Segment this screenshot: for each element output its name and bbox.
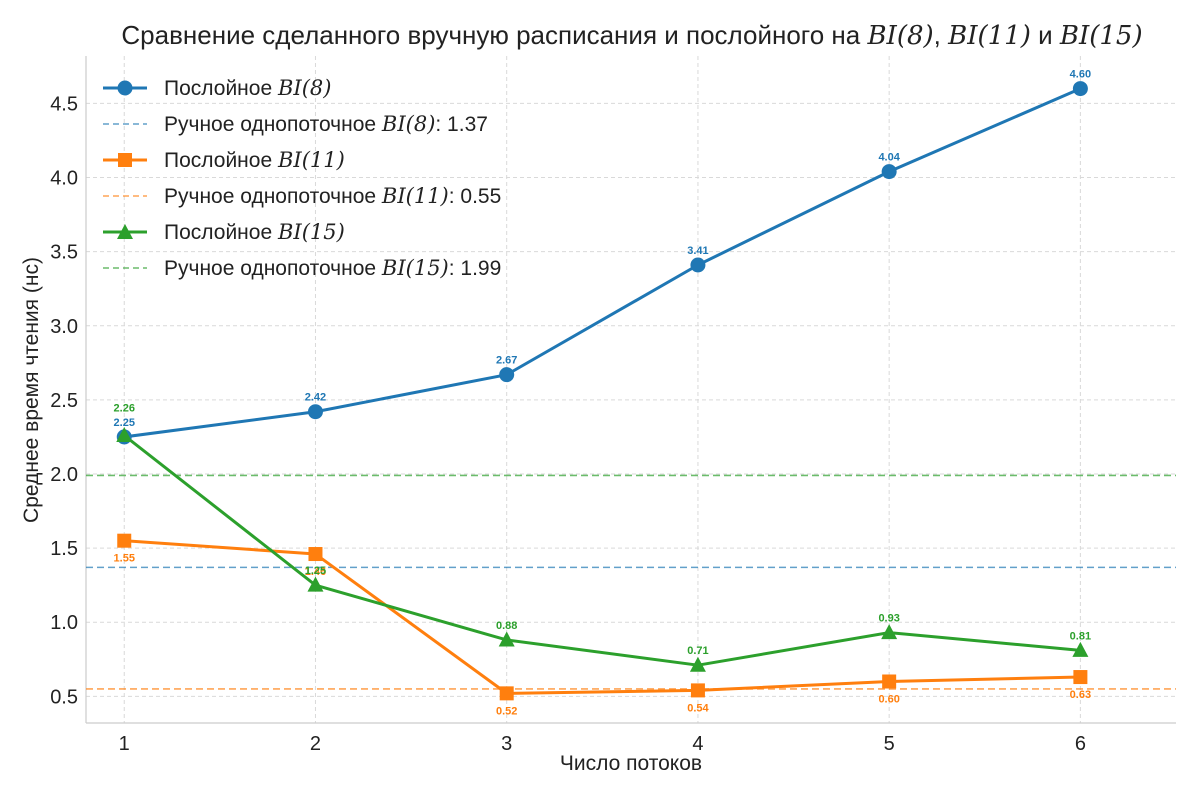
legend-math-series-bi8: BI(8) bbox=[277, 75, 332, 100]
data-label: 3.41 bbox=[687, 245, 708, 257]
legend-item-series-bi15: Послойное BI(15) bbox=[100, 214, 501, 250]
x-tick-label: 3 bbox=[501, 733, 512, 755]
x-tick-label: 1 bbox=[119, 733, 130, 755]
y-tick-label: 4.5 bbox=[50, 93, 78, 115]
data-point bbox=[689, 656, 706, 672]
legend-item-series-bi11: Послойное BI(11) bbox=[100, 142, 501, 178]
data-point bbox=[499, 367, 515, 383]
x-tick-label: 5 bbox=[884, 733, 895, 755]
series-line-2 bbox=[124, 539, 1081, 695]
title-text-1: Сравнение сделанного вручную расписания … bbox=[121, 20, 868, 50]
data-label: 4.60 bbox=[1070, 69, 1091, 81]
data-label: 2.26 bbox=[114, 402, 135, 414]
title-math-bi15: BI(15) bbox=[1059, 21, 1143, 51]
title-text-3: и bbox=[1030, 20, 1060, 50]
data-point bbox=[881, 164, 897, 180]
data-point bbox=[116, 426, 133, 442]
x-tick-label: 6 bbox=[1075, 733, 1086, 755]
legend-value-ref-bi15: : 1.99 bbox=[448, 256, 502, 280]
x-tick-label: 4 bbox=[692, 733, 703, 755]
y-tick-label: 3.0 bbox=[50, 316, 78, 338]
series-line-1 bbox=[124, 87, 1081, 439]
legend-swatch-series-bi11 bbox=[103, 153, 147, 167]
data-point bbox=[1072, 641, 1089, 657]
title-math-bi8: BI(8) bbox=[867, 21, 934, 51]
data-label: 1.25 bbox=[305, 565, 326, 577]
data-point bbox=[1073, 670, 1088, 685]
data-label: 2.25 bbox=[114, 417, 135, 429]
x-tick-label: 2 bbox=[310, 733, 321, 755]
y-tick-label: 4.0 bbox=[50, 168, 78, 190]
data-label: 0.71 bbox=[687, 645, 708, 657]
data-point bbox=[882, 674, 897, 689]
legend-label-ref-bi11: Ручное однопоточное bbox=[164, 184, 382, 208]
legend-value-ref-bi11: : 0.55 bbox=[448, 184, 502, 208]
legend: Послойное BI(8) Ручное однопоточное BI(8… bbox=[100, 70, 501, 286]
data-point bbox=[690, 683, 705, 698]
legend-math-ref-bi15: BI(15) bbox=[381, 255, 449, 280]
data-point bbox=[690, 257, 706, 273]
data-point bbox=[499, 686, 514, 701]
data-point bbox=[307, 576, 324, 592]
data-label: 2.42 bbox=[305, 392, 326, 404]
data-point bbox=[881, 624, 898, 640]
legend-label-series-bi15: Послойное bbox=[164, 220, 278, 244]
data-label: 0.88 bbox=[496, 620, 517, 632]
data-point bbox=[1072, 81, 1088, 97]
series-line-3 bbox=[123, 434, 1081, 667]
data-label: 2.67 bbox=[496, 355, 517, 367]
y-tick-label: 1.0 bbox=[50, 612, 78, 634]
data-label: 1.46 bbox=[305, 566, 326, 578]
data-label: 0.60 bbox=[878, 693, 899, 705]
legend-label-ref-bi15: Ручное однопоточное bbox=[164, 256, 382, 280]
data-point bbox=[498, 631, 515, 647]
legend-label-series-bi11: Послойное bbox=[164, 148, 278, 172]
y-tick-label: 2.0 bbox=[50, 464, 78, 486]
data-label: 0.63 bbox=[1070, 689, 1091, 701]
legend-swatch-ref-bi15 bbox=[103, 267, 147, 269]
legend-math-ref-bi11: BI(11) bbox=[381, 183, 449, 208]
legend-label-ref-bi8: Ручное однопоточное bbox=[164, 112, 382, 136]
legend-label-series-bi8: Послойное bbox=[164, 76, 278, 100]
chart-title: Сравнение сделанного вручную расписания … bbox=[0, 20, 1200, 51]
y-axis-label: Среднее время чтения (нс) bbox=[20, 257, 43, 523]
legend-item-series-bi8: Послойное BI(8) bbox=[100, 70, 501, 106]
y-tick-label: 2.5 bbox=[50, 390, 78, 412]
legend-math-ref-bi8: BI(8) bbox=[381, 111, 436, 136]
data-point bbox=[308, 547, 323, 562]
legend-item-ref-bi11: Ручное однопоточное BI(11): 0.55 bbox=[100, 178, 501, 214]
legend-swatch-ref-bi8 bbox=[103, 123, 147, 125]
title-text-2: , bbox=[933, 20, 949, 50]
data-label: 0.81 bbox=[1070, 630, 1091, 642]
legend-swatch-series-bi15 bbox=[103, 224, 147, 239]
legend-item-ref-bi15: Ручное однопоточное BI(15): 1.99 bbox=[100, 250, 501, 286]
legend-item-ref-bi8: Ручное однопоточное BI(8): 1.37 bbox=[100, 106, 501, 142]
legend-value-ref-bi8: : 1.37 bbox=[435, 112, 488, 136]
data-label: 4.04 bbox=[878, 152, 900, 164]
data-label: 1.55 bbox=[114, 553, 135, 565]
data-point bbox=[307, 404, 323, 420]
legend-math-series-bi15: BI(15) bbox=[277, 219, 345, 244]
y-tick-label: 0.5 bbox=[50, 686, 78, 708]
y-tick-label: 3.5 bbox=[50, 242, 78, 264]
legend-swatch-ref-bi11 bbox=[103, 195, 147, 197]
data-label: 0.93 bbox=[878, 613, 899, 625]
legend-swatch-series-bi8 bbox=[103, 80, 147, 96]
legend-math-series-bi11: BI(11) bbox=[277, 147, 345, 172]
x-axis-label: Число потоков bbox=[559, 752, 703, 775]
y-tick-label: 1.5 bbox=[50, 538, 78, 560]
data-point bbox=[117, 533, 132, 548]
data-label: 0.54 bbox=[687, 702, 709, 714]
data-label: 0.52 bbox=[496, 705, 517, 717]
title-math-bi11: BI(11) bbox=[948, 21, 1031, 51]
